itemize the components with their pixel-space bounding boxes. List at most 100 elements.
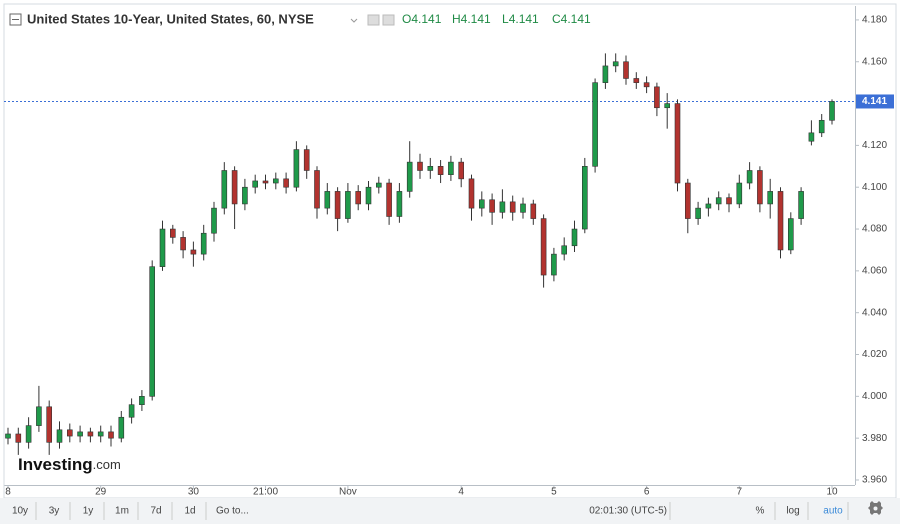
- range-button[interactable]: 1m: [115, 506, 129, 517]
- candle-body: [386, 182, 392, 217]
- candle-body: [25, 425, 32, 443]
- candle-body: [664, 103, 671, 109]
- ohlc-value: 4.141: [509, 12, 539, 26]
- y-tick-label: 4.080: [862, 224, 887, 235]
- candle-body: [684, 182, 691, 219]
- ohlc-item: C4.141: [552, 12, 591, 26]
- candle-body: [437, 166, 444, 175]
- dropdown-icon[interactable]: [350, 18, 358, 23]
- range-button[interactable]: 1d: [184, 506, 195, 517]
- x-tick-label: 7: [737, 487, 743, 498]
- candle-body: [36, 406, 42, 426]
- candle-body: [314, 170, 320, 209]
- y-tick-label: 3.980: [862, 433, 887, 444]
- eye-icon[interactable]: [367, 14, 380, 26]
- x-tick-label: 5: [551, 487, 557, 498]
- settings-gear-hole: [873, 506, 878, 511]
- ohlc-item: H4.141: [452, 12, 491, 26]
- candle-body: [726, 197, 732, 205]
- ohlc-value: 4.141: [411, 12, 441, 26]
- watermark-suffix: .com: [93, 457, 121, 472]
- candle-body: [324, 191, 331, 209]
- candle-body: [396, 191, 403, 217]
- range-button[interactable]: 7d: [150, 506, 161, 517]
- candle-body: [540, 218, 547, 276]
- candle-body: [334, 191, 341, 219]
- range-button[interactable]: 1y: [83, 506, 94, 517]
- ohlc-value: 4.141: [561, 12, 591, 26]
- y-tick-label: 4.040: [862, 307, 887, 318]
- candle-body: [262, 180, 269, 184]
- candle-body: [139, 396, 145, 405]
- candle-body: [365, 186, 372, 205]
- candle-body: [520, 203, 526, 213]
- candle-body: [46, 406, 53, 443]
- candle-body: [5, 433, 11, 439]
- candle-body: [406, 161, 413, 192]
- candle-body: [190, 249, 197, 255]
- y-tick-label: 4.000: [862, 391, 887, 402]
- candle-body: [200, 232, 207, 255]
- candle-body: [530, 203, 537, 219]
- candle-body: [468, 178, 475, 209]
- candle-body: [643, 82, 650, 88]
- candle-body: [375, 182, 382, 188]
- y-tick-label: 4.160: [862, 56, 887, 67]
- candle-body: [221, 170, 228, 209]
- chart-title: United States 10-Year, United States, 60…: [27, 11, 314, 26]
- candle-body: [478, 199, 485, 209]
- candle-body: [715, 197, 722, 205]
- x-tick-label: 21:00: [253, 487, 278, 498]
- candle-body: [345, 191, 351, 219]
- candle-body: [355, 191, 362, 205]
- candle-body: [674, 103, 681, 184]
- candle-body: [67, 429, 73, 437]
- candle-body: [767, 191, 774, 205]
- settings-icon[interactable]: [382, 14, 395, 26]
- last-price-label: 4.141: [862, 96, 887, 107]
- x-tick-label: 10: [826, 487, 838, 498]
- candle-body: [489, 199, 495, 213]
- candle-body: [623, 61, 629, 79]
- option-button[interactable]: auto: [823, 506, 843, 517]
- candle-body: [283, 178, 289, 188]
- candle-body: [602, 65, 609, 83]
- candle-body: [499, 201, 506, 213]
- option-button[interactable]: log: [786, 506, 799, 517]
- range-button[interactable]: 10y: [12, 506, 28, 517]
- candle-body: [818, 119, 825, 134]
- candle-body: [448, 161, 454, 175]
- ohlc-item: O4.141: [402, 12, 442, 26]
- option-button[interactable]: %: [756, 506, 765, 517]
- candle-body: [561, 245, 568, 255]
- y-tick-label: 4.020: [862, 349, 887, 360]
- candle-body: [757, 170, 763, 205]
- collapse-icon[interactable]: [9, 13, 22, 26]
- candle-body: [787, 218, 794, 251]
- ohlc-value: 4.141: [461, 12, 491, 26]
- candle-body: [128, 404, 135, 418]
- x-tick-label: 29: [95, 487, 107, 498]
- candle-body: [252, 180, 258, 188]
- y-tick-label: 4.180: [862, 15, 887, 26]
- candle-body: [736, 182, 743, 205]
- candle-body: [581, 166, 588, 230]
- candle-body: [56, 429, 63, 443]
- candle-body: [108, 431, 114, 439]
- candle-body: [695, 207, 701, 219]
- ohlc-label: H: [452, 12, 461, 26]
- candle-body: [746, 170, 753, 184]
- candle-body: [829, 101, 835, 121]
- x-tick-label: 8: [5, 487, 11, 498]
- x-tick-label: 30: [188, 487, 200, 498]
- range-button[interactable]: 3y: [49, 506, 60, 517]
- candle-body: [612, 61, 619, 67]
- ohlc-legend: O4.141 H4.141 L4.141 C4.141: [402, 12, 591, 26]
- ohlc-item: L4.141: [502, 12, 539, 26]
- candle-body: [77, 431, 83, 437]
- candle-body: [303, 149, 310, 171]
- goto-button[interactable]: Go to...: [216, 506, 249, 517]
- candle-body: [509, 201, 516, 213]
- watermark-brand: Investing: [18, 455, 93, 474]
